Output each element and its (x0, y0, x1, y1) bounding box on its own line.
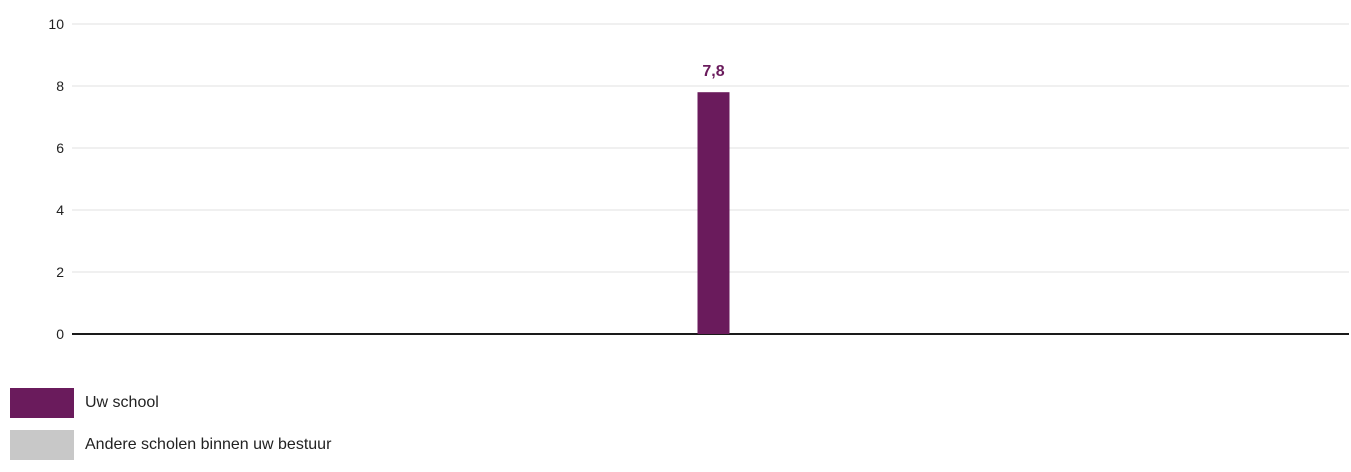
chart-legend: Uw school Andere scholen binnen uw bestu… (10, 388, 331, 472)
legend-item-andere-scholen: Andere scholen binnen uw bestuur (10, 430, 331, 460)
legend-label-andere-scholen: Andere scholen binnen uw bestuur (85, 436, 332, 453)
y-tick-label-6: 6 (56, 140, 64, 156)
legend-item-uw-school: Uw school (10, 388, 331, 418)
y-tick-label-4: 4 (56, 202, 64, 218)
y-tick-label-8: 8 (56, 78, 64, 94)
bar-chart: 0 2 4 6 8 10 7,8 (48, 16, 1349, 342)
data-label-0-0: 7,8 (702, 63, 724, 80)
y-tick-label-2: 2 (56, 264, 64, 280)
legend-swatch-uw-school (10, 388, 74, 418)
legend-swatch-andere-scholen (10, 430, 74, 460)
y-tick-label-0: 0 (56, 326, 64, 342)
legend-label-uw-school: Uw school (85, 394, 159, 411)
bar-0-0 (697, 92, 730, 334)
y-tick-label-10: 10 (48, 16, 64, 32)
